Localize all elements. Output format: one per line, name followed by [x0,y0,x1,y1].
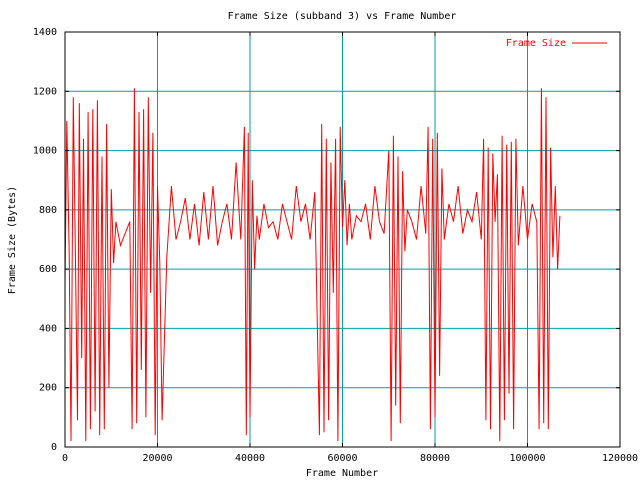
x-tick-label: 120000 [602,453,638,464]
series-lines [64,88,561,442]
axis-ticks: 0 20000 40000 60000 80000 100000 120000 0 200 400… [33,27,638,464]
x-tick-label: 20000 [142,453,172,464]
y-tick-label: 600 [39,264,57,275]
x-tick-label: 80000 [420,453,450,464]
y-tick-label: 1000 [33,146,57,157]
y-tick-label: 1200 [33,86,57,97]
legend: Frame Size [506,38,607,49]
y-axis-label: Frame Size (Bytes) [7,186,18,294]
y-tick-label: 200 [39,383,57,394]
x-tick-label: 60000 [327,453,357,464]
x-axis-label: Frame Number [306,468,378,479]
legend-series-label: Frame Size [506,38,566,49]
x-tick-label: 40000 [235,453,265,464]
y-tick-label: 400 [39,323,57,334]
y-tick-label: 800 [39,205,57,216]
y-tick-label: 1400 [33,27,57,38]
x-tick-label: 0 [62,453,68,464]
y-tick-label: 0 [51,442,57,453]
series-line-frame-size [64,88,561,442]
x-tick-label: 100000 [509,453,545,464]
chart-title: Frame Size (subband 3) vs Frame Number [228,11,457,22]
